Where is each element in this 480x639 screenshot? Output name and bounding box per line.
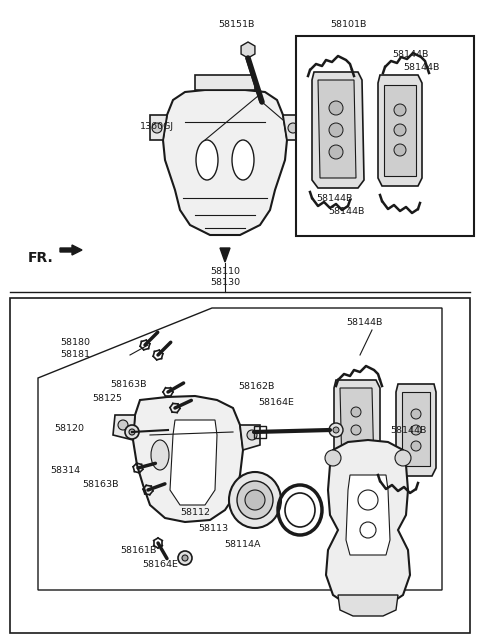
- Text: 58181: 58181: [60, 350, 90, 359]
- Text: 58163B: 58163B: [82, 480, 119, 489]
- Text: 58314: 58314: [50, 466, 80, 475]
- Circle shape: [358, 490, 378, 510]
- Circle shape: [329, 101, 343, 115]
- Circle shape: [178, 551, 192, 565]
- Text: 58164E: 58164E: [142, 560, 178, 569]
- Circle shape: [129, 429, 135, 435]
- Circle shape: [329, 123, 343, 137]
- Polygon shape: [60, 245, 82, 255]
- Polygon shape: [396, 384, 436, 476]
- Circle shape: [329, 145, 343, 159]
- Text: 58144B: 58144B: [392, 50, 428, 59]
- Ellipse shape: [285, 493, 315, 527]
- Circle shape: [351, 407, 361, 417]
- Text: 58163B: 58163B: [110, 380, 146, 389]
- Text: 58112: 58112: [180, 508, 210, 517]
- Circle shape: [360, 522, 376, 538]
- Circle shape: [125, 425, 139, 439]
- Polygon shape: [326, 440, 410, 608]
- Ellipse shape: [232, 140, 254, 180]
- Polygon shape: [241, 42, 255, 58]
- Circle shape: [351, 443, 361, 453]
- Circle shape: [247, 430, 257, 440]
- Polygon shape: [133, 396, 243, 522]
- Circle shape: [333, 427, 339, 433]
- Polygon shape: [163, 90, 287, 235]
- Circle shape: [394, 104, 406, 116]
- Text: 58101B: 58101B: [330, 20, 366, 29]
- Text: 58144B: 58144B: [328, 207, 364, 216]
- Polygon shape: [402, 392, 430, 466]
- Circle shape: [152, 123, 162, 133]
- Text: 58162B: 58162B: [238, 382, 275, 391]
- Polygon shape: [338, 595, 398, 616]
- Polygon shape: [334, 380, 380, 480]
- Circle shape: [411, 425, 421, 435]
- Text: 58144B: 58144B: [346, 318, 383, 327]
- Ellipse shape: [151, 440, 169, 470]
- Text: 1360GJ: 1360GJ: [140, 122, 174, 131]
- Ellipse shape: [254, 93, 262, 98]
- Ellipse shape: [250, 91, 266, 101]
- Ellipse shape: [229, 472, 281, 528]
- Bar: [10, 298, 470, 633]
- Circle shape: [411, 409, 421, 419]
- Polygon shape: [346, 475, 390, 555]
- Polygon shape: [150, 115, 167, 140]
- Circle shape: [245, 490, 265, 510]
- Circle shape: [351, 425, 361, 435]
- Circle shape: [182, 555, 188, 561]
- Circle shape: [118, 420, 128, 430]
- Polygon shape: [340, 388, 374, 470]
- Text: 58161B: 58161B: [120, 546, 156, 555]
- Polygon shape: [378, 75, 422, 186]
- Circle shape: [394, 124, 406, 136]
- Circle shape: [411, 441, 421, 451]
- Polygon shape: [195, 75, 255, 90]
- Text: 58144B: 58144B: [390, 426, 426, 435]
- Circle shape: [395, 450, 411, 466]
- Polygon shape: [220, 248, 230, 262]
- Circle shape: [325, 450, 341, 466]
- Text: 58151B: 58151B: [218, 20, 254, 29]
- Polygon shape: [283, 115, 300, 140]
- Bar: [296, 36, 474, 236]
- Text: 58144B: 58144B: [316, 194, 352, 203]
- Circle shape: [394, 144, 406, 156]
- Polygon shape: [240, 425, 260, 450]
- Polygon shape: [384, 85, 416, 176]
- Circle shape: [329, 423, 343, 437]
- Ellipse shape: [237, 481, 273, 519]
- Polygon shape: [318, 80, 356, 178]
- Text: 58180: 58180: [60, 338, 90, 347]
- Polygon shape: [170, 420, 217, 505]
- Text: 58110: 58110: [210, 267, 240, 276]
- Text: 58164E: 58164E: [258, 398, 294, 407]
- Text: 58114A: 58114A: [224, 540, 261, 549]
- Bar: [254, 426, 266, 438]
- Circle shape: [288, 123, 298, 133]
- Ellipse shape: [196, 140, 218, 180]
- Polygon shape: [113, 415, 135, 440]
- Text: 58130: 58130: [210, 278, 240, 287]
- Text: 58113: 58113: [198, 524, 228, 533]
- Polygon shape: [312, 72, 364, 188]
- Text: FR.: FR.: [28, 251, 54, 265]
- Text: 58125: 58125: [92, 394, 122, 403]
- Text: 58144B: 58144B: [403, 63, 439, 72]
- Text: 58120: 58120: [54, 424, 84, 433]
